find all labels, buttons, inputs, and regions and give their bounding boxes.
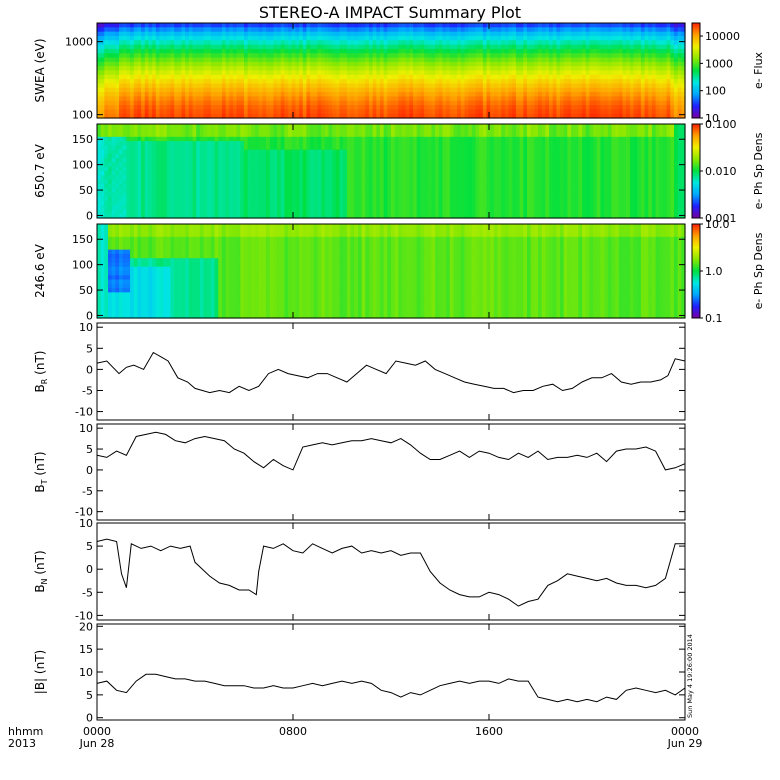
ytick-label: 0 xyxy=(86,712,93,725)
ytick-label: 5 xyxy=(86,689,93,702)
colorbar-tick-label: 0.100 xyxy=(705,118,737,131)
colorbar-tick-label: 1.0 xyxy=(705,265,723,278)
xtick-label: 0000 xyxy=(671,725,699,738)
ytick-label: -10 xyxy=(75,609,93,622)
heatmap-cells xyxy=(97,224,686,319)
ytick-label: 0 xyxy=(86,563,93,576)
ytick-label: 0 xyxy=(86,309,93,322)
ytick-label: 10 xyxy=(79,666,93,679)
heatmap-cells xyxy=(97,23,686,119)
panel-frame xyxy=(96,423,686,521)
ytick-label: 10 xyxy=(79,517,93,530)
ytick-label: 5 xyxy=(86,443,93,456)
panel-frame xyxy=(96,123,686,219)
ytick-label: 10 xyxy=(79,422,93,435)
generation-stamp: Sun May 4 19:26:00 2014 xyxy=(686,634,694,718)
ylabel: SWEA (eV) xyxy=(33,38,47,102)
ylabel: |B| (nT) xyxy=(33,650,47,694)
panel-3: 150 100 50 0 246.6 eV xyxy=(33,223,686,322)
ylabel: BN (nT) xyxy=(33,550,49,592)
ytick-label: 50 xyxy=(79,284,93,297)
colorbar-tick-label: 100 xyxy=(705,85,726,98)
ytick-label: -5 xyxy=(82,586,93,599)
panel-frame xyxy=(96,522,686,621)
ytick-label: 20 xyxy=(79,620,93,633)
series-line xyxy=(96,538,685,607)
series-line xyxy=(96,351,686,394)
xtick-date-label: Jun 28 xyxy=(79,737,115,750)
colorbar-label: e- Ph Sp Dens xyxy=(752,232,765,309)
ylabel: 650.7 eV xyxy=(33,143,47,198)
ytick-label: -10 xyxy=(75,406,93,419)
colorbar-tick-label: 10000 xyxy=(705,30,740,43)
panel-7: 20 15 10 5 0 |B| (nT) xyxy=(33,620,686,725)
panel-frame xyxy=(96,623,686,721)
colorbar-tick-label: 0.1 xyxy=(705,312,723,325)
colorbar-2: 0.100 0.010 0.001 e- Ph Sp Dens xyxy=(691,118,765,225)
colorbar-1: 10000 1000 100 10 e- Flux xyxy=(691,22,765,125)
ylabel: BT (nT) xyxy=(33,451,49,492)
series-line xyxy=(96,673,686,703)
colorbar-tick-label: 10 xyxy=(705,112,719,125)
panel-2: 150 100 50 0 650.7 eV xyxy=(33,123,686,222)
colorbar-label: e- Ph Sp Dens xyxy=(752,132,765,209)
xtick-label: 0800 xyxy=(279,725,307,738)
time-axis-corner-label: 2013 xyxy=(8,737,36,750)
ytick-label: 5 xyxy=(86,342,93,355)
xtick-date-label: Jun 29 xyxy=(667,737,703,750)
ytick-label: 5 xyxy=(86,540,93,553)
ytick-label: 100 xyxy=(72,159,93,172)
ytick-label: 15 xyxy=(79,643,93,656)
panel-4: 10 5 0 -5 -10 BR (nT) xyxy=(33,321,686,421)
heatmap-cells xyxy=(97,124,686,219)
panel-frame xyxy=(96,22,686,119)
ytick-label: 0 xyxy=(86,209,93,222)
ytick-label: 0 xyxy=(86,464,93,477)
ytick-label: 1000 xyxy=(65,36,93,49)
time-axis-corner-label: hhmm xyxy=(8,725,43,738)
panel-6: 10 5 0 -5 -10 BN (nT) xyxy=(33,517,686,622)
xtick-label: 1600 xyxy=(475,725,503,738)
ytick-label: -5 xyxy=(82,384,93,397)
colorbar-tick-label: 0.010 xyxy=(705,165,737,178)
colorbar-label: e- Flux xyxy=(752,51,765,89)
ytick-label: -10 xyxy=(75,506,93,519)
ytick-label: 100 xyxy=(72,109,93,122)
panel-1: 1000 100 SWEA (eV) xyxy=(33,22,686,122)
colorbar-tick-label: 10.0 xyxy=(705,218,730,231)
colorbar-3: 10.0 1.0 0.1 e- Ph Sp Dens xyxy=(691,218,765,325)
panel-frame xyxy=(96,322,686,421)
panel-5: 10 5 0 -5 -10 BT (nT) xyxy=(33,422,686,521)
ylabel: 246.6 eV xyxy=(33,243,47,298)
ytick-label: 150 xyxy=(72,133,93,146)
ytick-label: 50 xyxy=(79,184,93,197)
ytick-label: 150 xyxy=(72,233,93,246)
ytick-label: 0 xyxy=(86,363,93,376)
panel-frame xyxy=(96,223,686,319)
colorbar-tick-label: 0.001 xyxy=(705,212,737,225)
series-line xyxy=(96,431,686,471)
ytick-label: 100 xyxy=(72,259,93,272)
ytick-label: 10 xyxy=(79,321,93,334)
ytick-label: -5 xyxy=(82,485,93,498)
colorbar-tick-label: 1000 xyxy=(705,57,733,70)
xtick-label: 0000 xyxy=(83,725,111,738)
plot-title: STEREO-A IMPACT Summary Plot xyxy=(259,3,521,22)
ylabel: BR (nT) xyxy=(33,351,49,393)
